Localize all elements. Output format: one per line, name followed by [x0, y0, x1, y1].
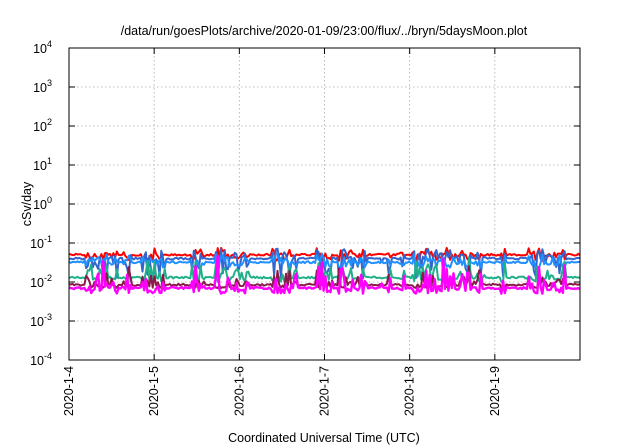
y-tick-label: 10-3 [30, 312, 52, 329]
y-tick-label: 10-1 [30, 234, 52, 251]
y-tick-label: 103 [33, 78, 52, 95]
y-tick-label: 102 [33, 117, 52, 134]
chart-title: /data/run/goesPlots/archive/2020-01-09/2… [121, 24, 528, 38]
series-line [68, 256, 581, 283]
y-tick-label: 104 [33, 39, 52, 56]
y-axis: 10-4 10-3 10-2 10-1 100 101 102 103 104 [30, 39, 580, 368]
series-group [68, 247, 581, 295]
y-tick-label: 10-4 [30, 351, 52, 368]
x-tick-label: 2020-1-6 [232, 366, 246, 416]
series-line [68, 252, 581, 270]
series-line [68, 254, 581, 295]
y-tick-label: 101 [33, 156, 52, 173]
x-tick-label: 2020-1-8 [403, 366, 417, 416]
x-tick-label: 2020-1-7 [318, 366, 332, 416]
series-line [68, 247, 581, 262]
x-tick-label: 2020-1-4 [62, 366, 76, 416]
y-tick-label: 10-2 [30, 273, 52, 290]
x-axis-label: Coordinated Universal Time (UTC) [228, 431, 420, 445]
x-tick-label: 2020-1-5 [147, 366, 161, 416]
y-tick-label: 100 [33, 195, 52, 212]
y-axis-label: cSv/day [20, 181, 34, 226]
x-axis: 2020-1-4 2020-1-5 2020-1-6 2020-1-7 2020-1-8… [62, 48, 502, 416]
grid [69, 48, 580, 360]
x-tick-label: 2020-1-9 [488, 366, 502, 416]
